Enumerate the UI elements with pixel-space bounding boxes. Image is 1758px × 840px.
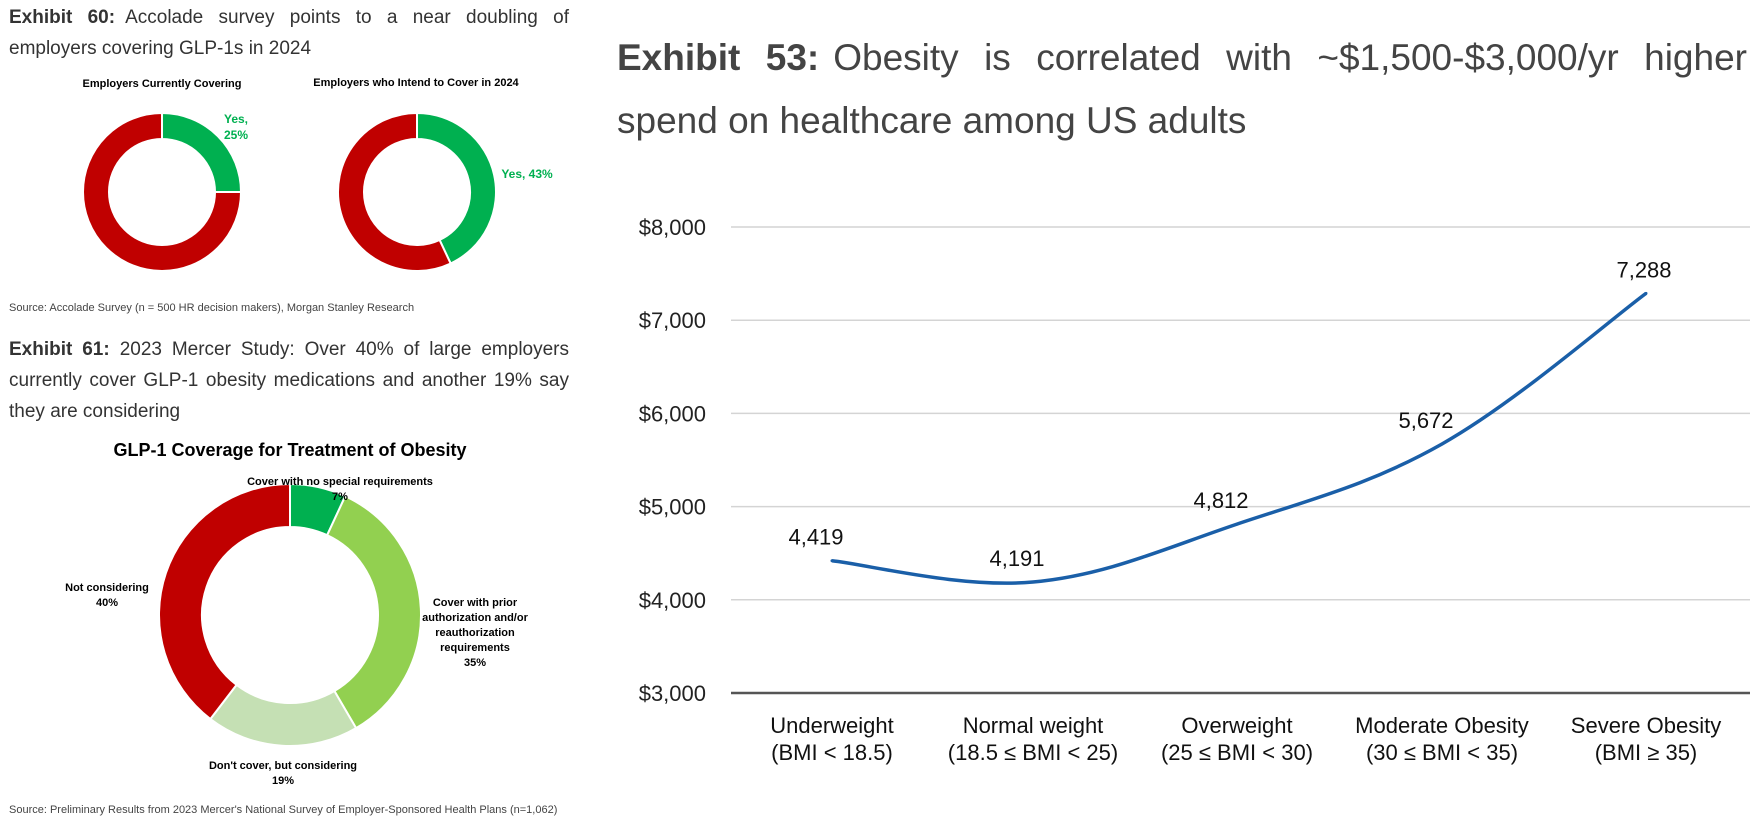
x-tick-label: (30 ≤ BMI < 35) <box>1366 740 1518 765</box>
slice-label-no-requirements-name: Cover with no special requirements <box>247 476 433 488</box>
x-tick-label: (18.5 ≤ BMI < 25) <box>948 740 1118 765</box>
slice-label-not-considering: Not considering 40% <box>47 581 167 611</box>
donut-2-title: Employers who Intend to Cover in 2024 <box>313 77 519 89</box>
y-tick-label: $4,000 <box>639 588 706 613</box>
data-label: 7,288 <box>1616 257 1671 282</box>
donut-slice-no <box>337 111 452 272</box>
y-tick-label: $7,000 <box>639 308 706 333</box>
exhibit-61-label: Exhibit 61: <box>9 339 110 360</box>
slice-label-prior-auth-pct: 35% <box>463 657 487 669</box>
slice-label-considering-pct: 19% <box>271 775 295 787</box>
data-point <box>1440 442 1444 446</box>
donut-slice-not-considering <box>158 482 291 721</box>
exhibit-60-text: Accolade survey points to a near doublin… <box>9 7 569 59</box>
y-tick-label: $6,000 <box>639 401 706 426</box>
donut-1-yes-label: Yes, 25% <box>223 112 249 142</box>
slice-label-prior-auth-line2: authorization and/or <box>422 612 528 624</box>
donut-slice-cover-with-prior-authorization-and-or-reauthorization-requirements <box>325 494 422 730</box>
donut-slice-don-t-cover-but-considering <box>208 683 358 747</box>
slice-label-not-considering-name: Not considering <box>65 582 149 594</box>
exhibit-53-title: Exhibit 53: Obesity is correlated with ~$… <box>617 26 1747 152</box>
data-point <box>1235 522 1239 526</box>
donut-2-yes-label: Yes, 43% <box>501 167 553 181</box>
x-tick-label: (BMI ≥ 35) <box>1595 740 1698 765</box>
data-point <box>830 559 834 563</box>
x-tick-label: Normal weight <box>963 713 1104 738</box>
slice-label-prior-auth-line4: requirements <box>440 642 510 654</box>
x-tick-label: Overweight <box>1181 713 1292 738</box>
x-tick-label: Underweight <box>770 713 894 738</box>
series-line <box>831 291 1648 585</box>
slice-label-considering-name: Don't cover, but considering <box>208 760 358 772</box>
donut-slice-yes <box>416 111 497 265</box>
line-chart-healthcare-spend: $3,000 $4,000 $5,000 $6,000 $7,000 $8,000 4,41… <box>639 215 1750 765</box>
glp1-chart-title: GLP-1 Coverage for Treatment of Obesity <box>113 440 467 460</box>
slice-label-prior-auth: Cover with prior authorization and/or re… <box>410 596 540 671</box>
data-label: 4,419 <box>788 525 843 550</box>
slice-label-prior-auth-line1: Cover with prior <box>432 597 518 609</box>
slice-label-considering: Don't cover, but considering 19% <box>188 759 378 789</box>
exhibit-61-title: Exhibit 61: 2023 Mercer Study: Over 40% o… <box>9 334 569 427</box>
exhibit-61-source: Source: Preliminary Results from 2023 Me… <box>9 804 558 816</box>
data-label: 4,812 <box>1193 488 1248 513</box>
data-point <box>1031 580 1035 584</box>
y-tick-label: $8,000 <box>639 215 706 240</box>
x-tick-label: Severe Obesity <box>1571 713 1721 738</box>
exhibit-61-text: 2023 Mercer Study: Over 40% of large emp… <box>9 339 570 422</box>
slice-label-prior-auth-line3: reauthorization <box>435 627 515 639</box>
exhibit-60-title: Exhibit 60: Accolade survey points to a n… <box>9 2 569 64</box>
x-tick-label: Moderate Obesity <box>1355 713 1529 738</box>
x-tick-label: (25 ≤ BMI < 30) <box>1161 740 1313 765</box>
data-label: 4,191 <box>989 546 1044 571</box>
y-tick-label: $5,000 <box>639 495 706 520</box>
right-column: Exhibit 53: Obesity is correlated with ~$… <box>600 0 1758 840</box>
slice-label-no-requirements-pct: 7% <box>332 491 348 503</box>
donut-chart-glp1-coverage <box>158 482 422 747</box>
data-point <box>1644 291 1648 295</box>
exhibit-53-label: Exhibit 53: <box>617 37 820 78</box>
y-tick-label: $3,000 <box>639 681 706 706</box>
slice-label-no-requirements: Cover with no special requirements 7% <box>220 475 460 505</box>
exhibit-60-source: Source: Accolade Survey (n = 500 HR deci… <box>9 302 415 314</box>
donut-chart-current <box>82 111 497 272</box>
exhibit-53-text: Obesity is correlated with ~$1,500-$3,00… <box>617 37 1747 141</box>
donut-1-title: Employers Currently Covering <box>82 78 242 90</box>
slice-label-not-considering-pct: 40% <box>95 597 119 609</box>
donut-slice-no <box>82 111 243 272</box>
left-column: Exhibit 60: Accolade survey points to a n… <box>0 0 580 840</box>
exhibit-60-label: Exhibit 60: <box>9 7 116 28</box>
x-tick-label: (BMI < 18.5) <box>771 740 893 765</box>
data-label: 5,672 <box>1398 408 1453 433</box>
